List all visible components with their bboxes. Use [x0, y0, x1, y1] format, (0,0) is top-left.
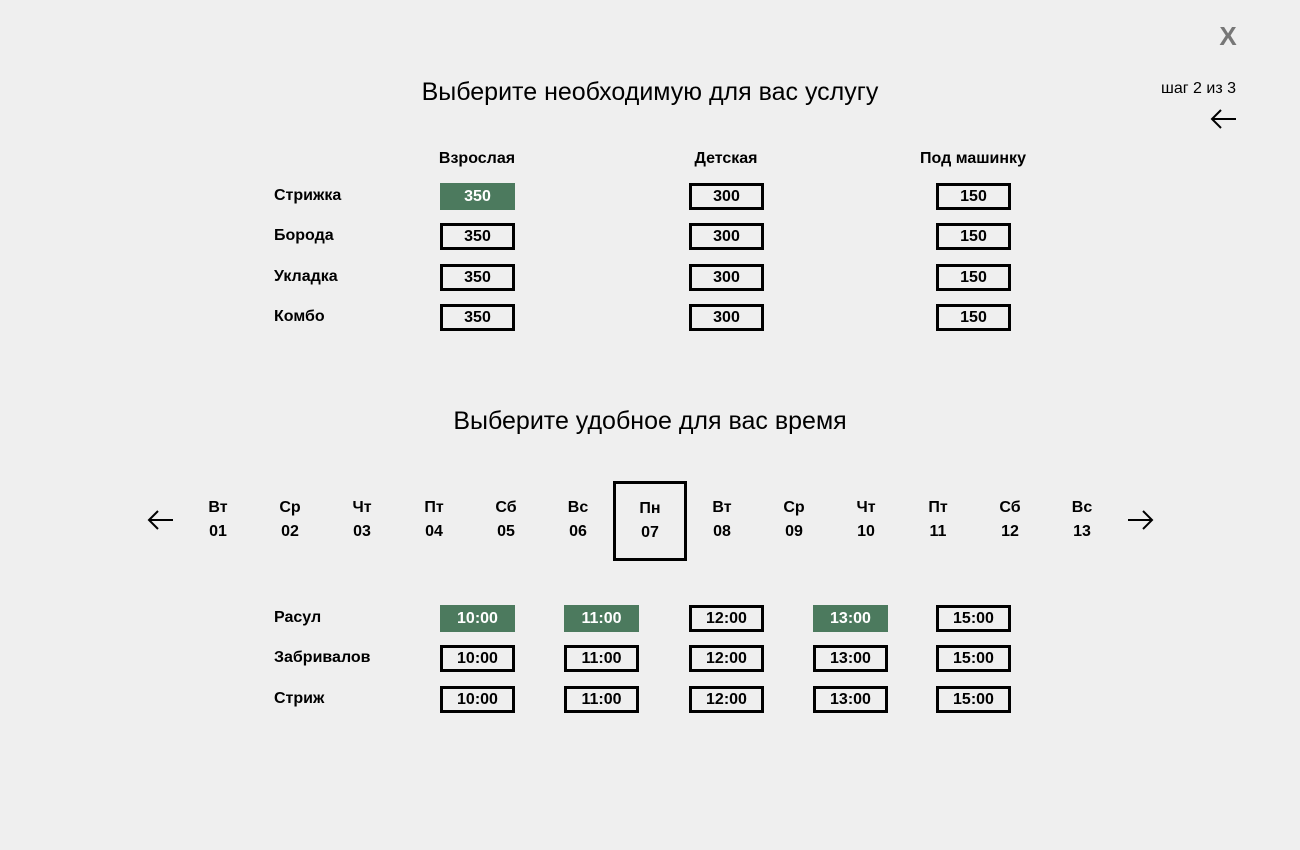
time-slot[interactable]: 13:00 [813, 645, 888, 672]
price-option[interactable]: 350 [440, 264, 515, 291]
day-of-week: Вс [567, 499, 589, 516]
day-date: 09 [785, 523, 803, 540]
day-option[interactable]: Вт 08 [687, 499, 757, 541]
time-slot[interactable]: 12:00 [689, 605, 764, 632]
back-button[interactable] [1208, 106, 1238, 132]
day-of-week: Сб [999, 499, 1021, 516]
time-title: Выберите удобное для вас время [453, 407, 847, 435]
day-date: 03 [353, 523, 371, 540]
day-option[interactable]: Ср 02 [255, 499, 325, 541]
day-date: 12 [1001, 523, 1019, 540]
day-of-week: Вс [1071, 499, 1093, 516]
service-label: Укладка [274, 268, 338, 285]
day-date: 04 [425, 523, 443, 540]
time-slot[interactable]: 15:00 [936, 645, 1011, 672]
price-option[interactable]: 350 [440, 183, 515, 210]
day-option[interactable]: Ср 09 [759, 499, 829, 541]
day-of-week: Чт [352, 499, 372, 516]
price-option[interactable]: 150 [936, 223, 1011, 250]
price-option[interactable]: 300 [689, 223, 764, 250]
day-option[interactable]: Сб 12 [975, 499, 1045, 541]
time-slot[interactable]: 11:00 [564, 605, 639, 632]
day-date: 10 [857, 523, 875, 540]
day-option[interactable]: Чт 10 [831, 499, 901, 541]
day-of-week: Вт [712, 499, 732, 516]
column-header: Под машинку [920, 150, 1026, 167]
column-header: Детская [694, 150, 758, 167]
day-of-week: Пт [424, 499, 444, 516]
column-header: Взрослая [438, 150, 516, 167]
price-option[interactable]: 350 [440, 223, 515, 250]
day-of-week: Чт [856, 499, 876, 516]
day-option[interactable]: Вс 06 [543, 499, 613, 541]
arrow-left-icon [1210, 109, 1236, 129]
price-option[interactable]: 300 [689, 183, 764, 210]
prev-days-button[interactable] [145, 507, 175, 533]
day-of-week: Ср [279, 499, 301, 516]
day-date: 05 [497, 523, 515, 540]
time-slot[interactable]: 10:00 [440, 686, 515, 713]
master-name: Расул [274, 609, 322, 626]
day-date: 11 [929, 523, 947, 540]
time-slot[interactable]: 10:00 [440, 605, 515, 632]
day-option[interactable]: Пт 11 [903, 499, 973, 541]
time-slot[interactable]: 11:00 [564, 645, 639, 672]
step-indicator: шаг 2 из 3 [1161, 80, 1236, 97]
day-option[interactable]: Пт 04 [399, 499, 469, 541]
service-label: Комбо [274, 308, 325, 325]
close-button[interactable]: X [1219, 20, 1237, 51]
day-of-week: Пн [639, 500, 661, 517]
time-slot[interactable]: 13:00 [813, 686, 888, 713]
day-of-week: Пт [928, 499, 948, 516]
day-date: 08 [713, 523, 731, 540]
service-label: Борода [274, 227, 334, 244]
master-name: Стриж [274, 690, 325, 707]
price-option[interactable]: 150 [936, 264, 1011, 291]
day-of-week: Ср [783, 499, 805, 516]
price-option[interactable]: 150 [936, 304, 1011, 331]
time-slot[interactable]: 15:00 [936, 605, 1011, 632]
arrow-right-icon [1128, 510, 1154, 530]
day-option[interactable]: Пн 07 [613, 481, 687, 561]
time-slot[interactable]: 10:00 [440, 645, 515, 672]
price-option[interactable]: 300 [689, 264, 764, 291]
time-slot[interactable]: 15:00 [936, 686, 1011, 713]
day-of-week: Сб [495, 499, 517, 516]
services-title: Выберите необходимую для вас услугу [421, 78, 879, 106]
time-slot[interactable]: 12:00 [689, 645, 764, 672]
day-date: 02 [281, 523, 299, 540]
master-name: Забривалов [274, 649, 371, 666]
next-days-button[interactable] [1126, 507, 1156, 533]
day-date: 07 [641, 524, 659, 541]
day-option[interactable]: Чт 03 [327, 499, 397, 541]
day-of-week: Вт [208, 499, 228, 516]
day-date: 06 [569, 523, 587, 540]
price-option[interactable]: 300 [689, 304, 764, 331]
day-date: 01 [209, 523, 227, 540]
day-option[interactable]: Сб 05 [471, 499, 541, 541]
time-slot[interactable]: 11:00 [564, 686, 639, 713]
arrow-left-icon [147, 510, 173, 530]
price-option[interactable]: 350 [440, 304, 515, 331]
price-option[interactable]: 150 [936, 183, 1011, 210]
day-option[interactable]: Вс 13 [1047, 499, 1117, 541]
time-slot[interactable]: 12:00 [689, 686, 764, 713]
day-option[interactable]: Вт 01 [183, 499, 253, 541]
time-slot[interactable]: 13:00 [813, 605, 888, 632]
day-date: 13 [1073, 523, 1091, 540]
service-label: Стрижка [274, 187, 342, 204]
